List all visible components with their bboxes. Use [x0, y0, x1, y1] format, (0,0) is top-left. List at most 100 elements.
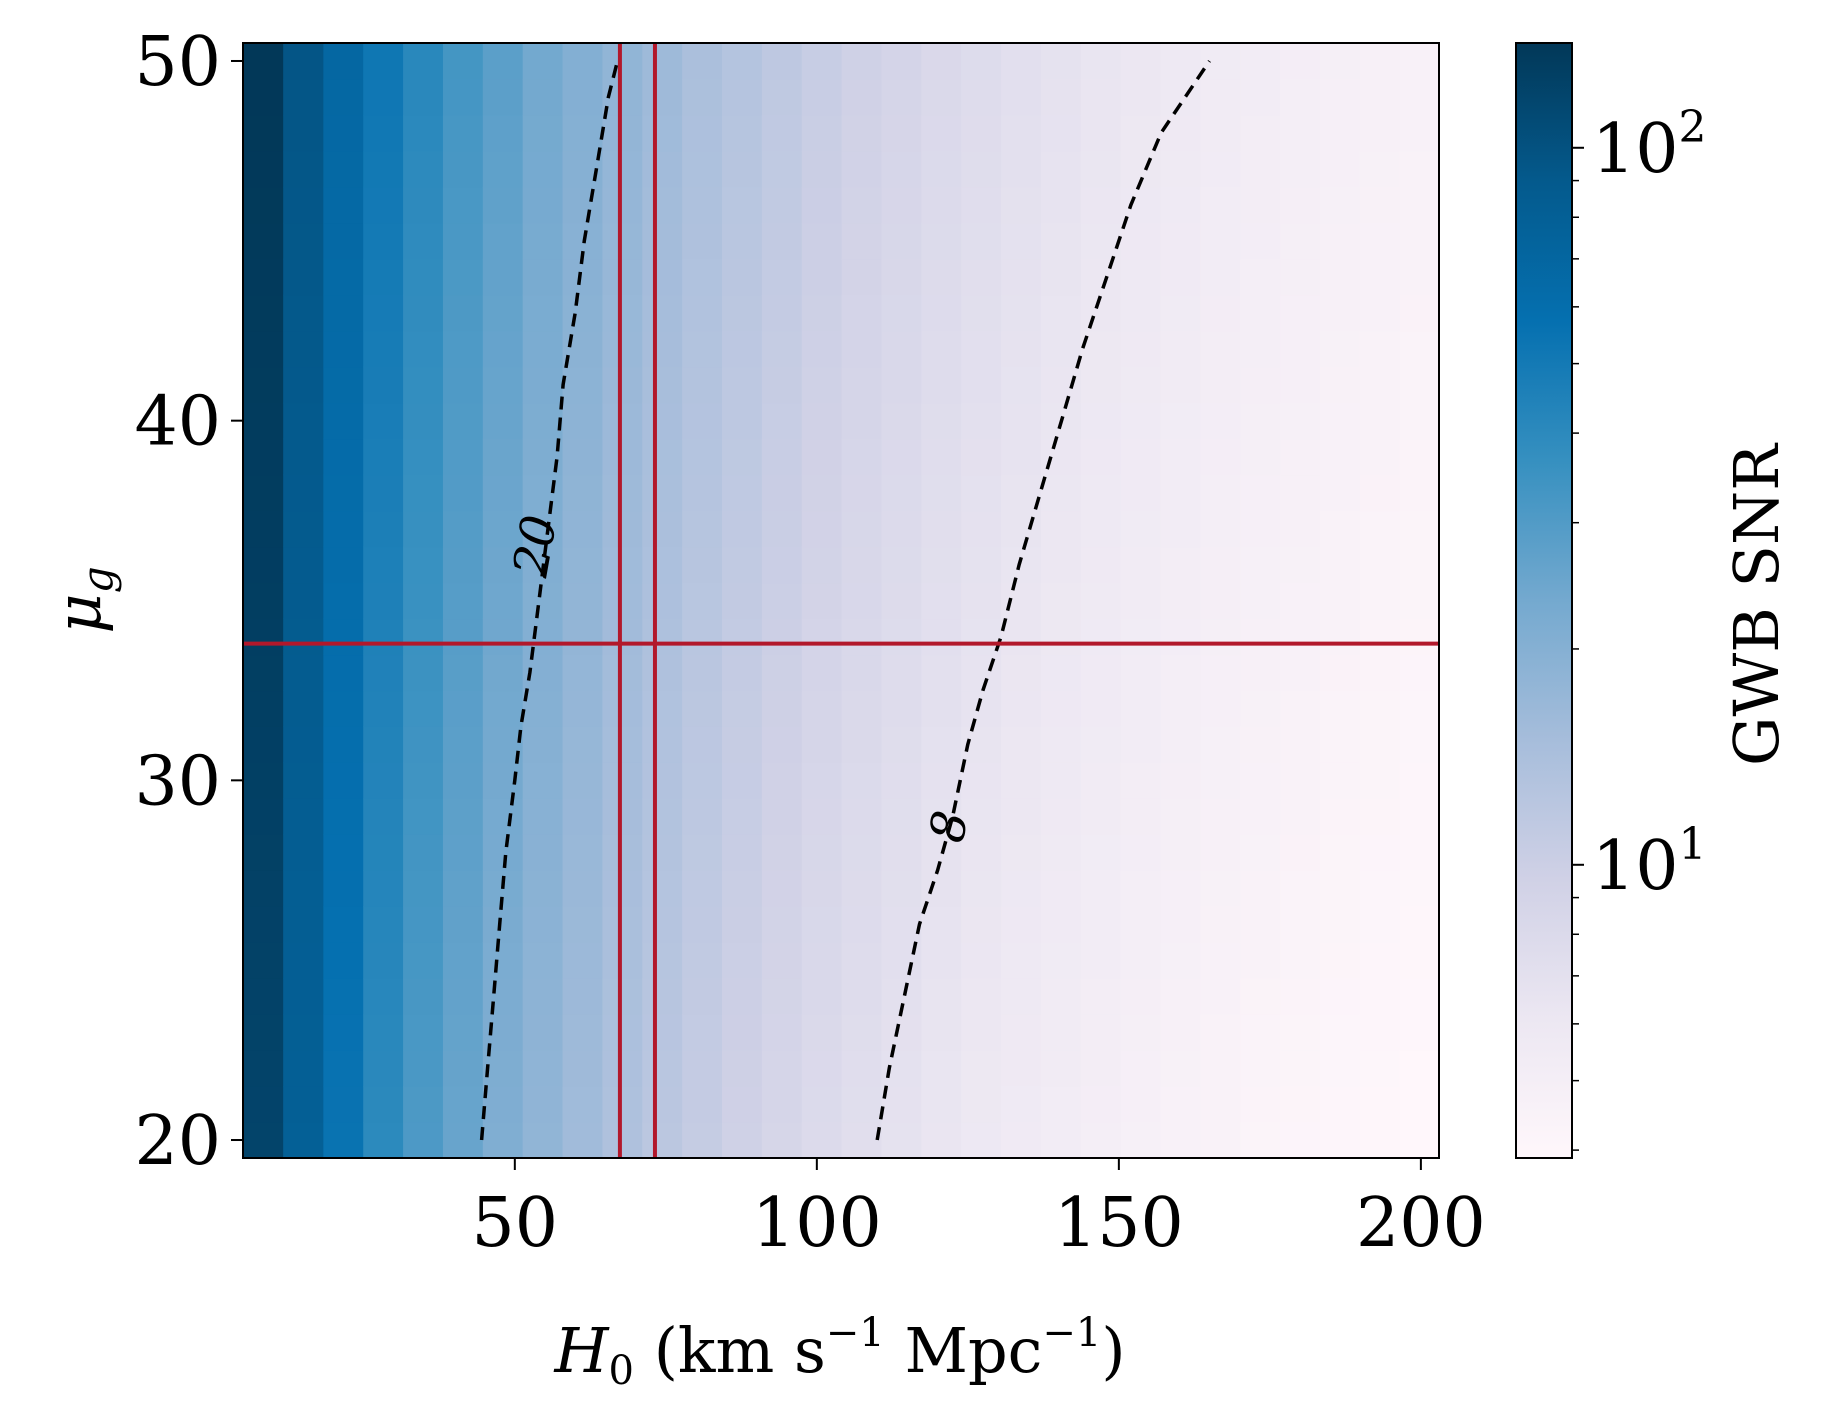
heatmap-cell: [1040, 43, 1082, 80]
heatmap-cell: [1240, 1086, 1281, 1123]
heatmap-cell: [482, 798, 524, 835]
heatmap-cell: [1280, 43, 1321, 80]
heatmap-cell: [682, 186, 723, 224]
heatmap-cell: [961, 834, 1002, 871]
heatmap-cell: [642, 402, 683, 440]
heatmap-cell: [482, 474, 524, 512]
heatmap-cell: [642, 690, 683, 727]
heatmap-cell: [363, 1086, 404, 1123]
heatmap-cell: [482, 510, 524, 548]
heatmap-cell: [363, 186, 404, 224]
heatmap-cell: [1359, 438, 1401, 476]
heatmap-cell: [283, 906, 324, 943]
heatmap-cell: [522, 798, 564, 835]
y-tick-label: 30: [134, 742, 221, 821]
heatmap-cell: [921, 726, 962, 763]
heatmap-cell: [602, 186, 643, 224]
heatmap-cell: [1001, 78, 1042, 116]
heatmap-cell: [363, 546, 404, 584]
heatmap-cell: [1001, 870, 1042, 907]
heatmap-cell: [1280, 258, 1321, 296]
heatmap-cell: [482, 942, 524, 979]
heatmap-cell: [801, 906, 843, 943]
heatmap-cell: [562, 78, 604, 116]
heatmap-cell: [642, 78, 683, 116]
heatmap-cell: [682, 1122, 723, 1159]
heatmap-cell: [1200, 906, 1241, 943]
heatmap-cell: [243, 114, 284, 152]
heatmap-cell: [403, 654, 444, 692]
heatmap-cell: [602, 1122, 643, 1159]
heatmap-cell: [1200, 1122, 1241, 1159]
heatmap-cell: [602, 582, 643, 620]
heatmap-cell: [363, 618, 404, 656]
heatmap-cell: [682, 978, 723, 1015]
heatmap-cell: [801, 978, 843, 1015]
heatmap-cell: [1240, 330, 1281, 368]
heatmap-cell: [243, 474, 284, 512]
heatmap-cell: [881, 402, 922, 440]
heatmap-cell: [283, 78, 324, 116]
heatmap-cell: [1320, 510, 1361, 548]
heatmap-cell: [1040, 618, 1082, 656]
heatmap-cell: [323, 150, 364, 188]
heatmap-cell: [283, 1122, 324, 1159]
heatmap-cell: [841, 330, 883, 368]
heatmap-cell: [1160, 186, 1202, 224]
heatmap-cell: [363, 150, 404, 188]
heatmap-cell: [722, 726, 763, 763]
heatmap-cell: [323, 906, 364, 943]
heatmap-cell: [1399, 942, 1440, 979]
heatmap-cell: [482, 438, 524, 476]
heatmap-cell: [1080, 690, 1122, 727]
heatmap-cell: [921, 78, 962, 116]
heatmap-cell: [1359, 834, 1401, 871]
heatmap-cell: [801, 546, 843, 584]
heatmap-cell: [642, 366, 683, 404]
heatmap-cell: [722, 366, 763, 404]
heatmap-cell: [1399, 582, 1440, 620]
heatmap-cell: [722, 942, 763, 979]
heatmap-cell: [1240, 654, 1281, 692]
heatmap-cell: [403, 906, 444, 943]
heatmap-cell: [1399, 222, 1440, 260]
heatmap-cell: [921, 294, 962, 332]
heatmap-cell: [961, 43, 1002, 80]
heatmap-cell: [403, 834, 444, 871]
heatmap-cell: [1240, 978, 1281, 1015]
heatmap-cell: [482, 150, 524, 188]
heatmap-cell: [323, 762, 364, 799]
heatmap-cell: [243, 258, 284, 296]
heatmap-cell: [642, 258, 683, 296]
heatmap-cell: [881, 1086, 922, 1123]
heatmap-cell: [243, 510, 284, 548]
heatmap-cell: [1240, 834, 1281, 871]
heatmap-cell: [1280, 978, 1321, 1015]
heatmap-cell: [522, 258, 564, 296]
heatmap-cell: [1320, 1014, 1361, 1051]
heatmap-cell: [801, 150, 843, 188]
heatmap-cell: [841, 43, 883, 80]
heatmap-cell: [961, 402, 1002, 440]
heatmap-cell: [602, 474, 643, 512]
heatmap-cell: [403, 618, 444, 656]
heatmap-cell: [1359, 294, 1401, 332]
heatmap-cell: [323, 690, 364, 727]
heatmap-cell: [1359, 43, 1401, 80]
heatmap-cell: [722, 510, 763, 548]
heatmap-cell: [881, 1014, 922, 1051]
heatmap-cell: [323, 1014, 364, 1051]
heatmap-cell: [243, 330, 284, 368]
heatmap-cell: [921, 186, 962, 224]
heatmap-cell: [482, 1086, 524, 1123]
heatmap-cell: [1080, 402, 1122, 440]
heatmap-cell: [1200, 1050, 1241, 1087]
heatmap-cell: [1120, 438, 1162, 476]
heatmap-cell: [1320, 906, 1361, 943]
heatmap-cell: [801, 222, 843, 260]
heatmap-cell: [243, 1050, 284, 1087]
heatmap-cell: [1120, 1122, 1162, 1159]
heatmap-cell: [1200, 798, 1241, 835]
heatmap-cell: [522, 906, 564, 943]
heatmap-cell: [1080, 366, 1122, 404]
